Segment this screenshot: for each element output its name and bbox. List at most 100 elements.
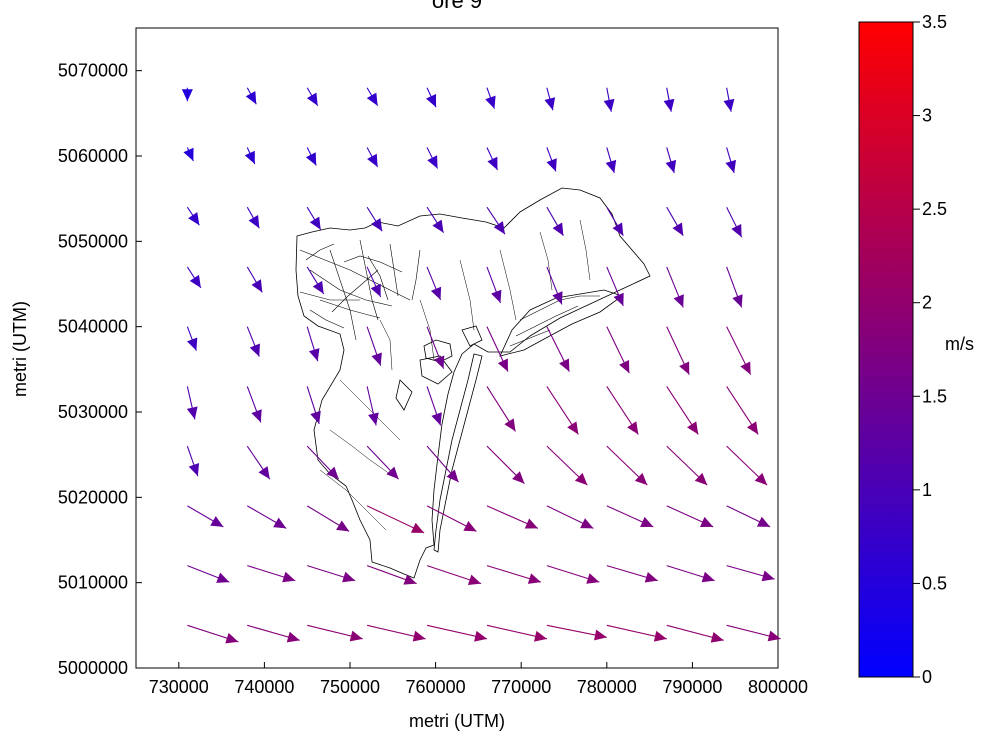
wind-arrow [666, 505, 714, 528]
wind-arrow [247, 565, 296, 583]
wind-arrow [666, 386, 699, 435]
wind-arrow [606, 386, 639, 435]
wind-arrow [307, 565, 356, 583]
wind-arrow [486, 445, 525, 485]
wind-arrow [245, 87, 257, 105]
wind-arrow [366, 147, 379, 168]
x-axis: 730000 740000 750000 760000 770000 780000 7900… [149, 662, 808, 697]
wind-arrow [366, 206, 383, 232]
x-tick-label: 800000 [748, 677, 808, 697]
wind-arrow [663, 87, 675, 112]
lagoon-islands [395, 325, 483, 411]
x-tick-label: 740000 [234, 677, 294, 697]
x-tick-label: 750000 [320, 677, 380, 697]
wind-arrow [247, 505, 287, 529]
wind-arrow [486, 147, 498, 171]
wind-arrow [306, 87, 319, 107]
wind-arrow [486, 624, 548, 642]
wind-arrow [186, 206, 200, 226]
wind-arrow [306, 266, 325, 295]
wind-arrow [546, 624, 607, 641]
wind-arrow [544, 87, 556, 111]
wind-arrow [546, 445, 588, 486]
coastal-strip [499, 289, 623, 357]
wind-arrow [306, 445, 340, 480]
y-tick-label: 5050000 [58, 231, 128, 251]
wind-vectors [181, 87, 781, 644]
wind-arrow [186, 386, 198, 420]
wind-arrow [186, 266, 202, 289]
wind-arrow [485, 87, 496, 109]
wind-arrow [186, 445, 200, 477]
wind-arrow [546, 386, 579, 435]
x-axis-label: metri (UTM) [409, 711, 505, 731]
y-axis-label: metri (UTM) [10, 301, 30, 397]
wind-arrow [305, 147, 317, 166]
map-base-layer [295, 187, 651, 579]
wind-arrow [181, 87, 193, 102]
wind-arrow [606, 505, 654, 528]
wind-arrow [606, 565, 658, 583]
colorbar-tick-label: 2.5 [922, 199, 947, 219]
province-boundary [295, 187, 651, 579]
colorbar-tick-label: 2 [922, 293, 932, 313]
wind-arrow [726, 386, 759, 435]
wind-arrow [725, 147, 737, 174]
wind-arrow [486, 266, 502, 304]
inland-boundaries [319, 219, 591, 531]
colorbar-label: m/s [945, 334, 974, 354]
wind-arrow [426, 445, 459, 483]
wind-arrow [426, 87, 437, 108]
y-tick-label: 5030000 [58, 402, 128, 422]
wind-arrow [726, 565, 775, 582]
wind-arrow [426, 147, 439, 169]
y-tick-label: 5060000 [58, 146, 128, 166]
wind-arrow [546, 505, 594, 529]
colorbar-tick-label: 0.5 [922, 573, 947, 593]
wind-arrow [366, 386, 379, 426]
wind-arrow [187, 565, 230, 583]
wind-arrow [665, 147, 677, 174]
wind-arrow [244, 147, 256, 165]
wind-arrow [366, 326, 382, 366]
wind-arrow [246, 445, 271, 480]
plot-frame [135, 27, 779, 669]
wind-arrow [366, 445, 400, 480]
wind-arrow [546, 326, 570, 372]
x-tick-label: 770000 [491, 677, 551, 697]
y-tick-label: 5000000 [58, 658, 128, 678]
colorbar [858, 21, 914, 678]
wind-arrow [426, 206, 445, 233]
wind-arrow [726, 624, 781, 642]
colorbar-tick-label: 1 [922, 480, 932, 500]
wind-arrow [306, 206, 322, 230]
wind-arrow [246, 386, 262, 423]
wind-arrow [187, 505, 224, 528]
wind-arrow [666, 266, 684, 308]
wind-arrow [606, 445, 648, 486]
wind-arrow [306, 386, 321, 425]
venice-island [423, 339, 453, 363]
wind-arrow [366, 624, 426, 642]
wind-arrow [426, 386, 442, 426]
wind-arrow [546, 147, 557, 172]
wind-arrow [603, 87, 615, 112]
x-tick-label: 730000 [149, 677, 209, 697]
wind-arrow [546, 565, 600, 584]
colorbar-tick-label: 0 [922, 667, 932, 687]
wind-arrow [366, 565, 417, 585]
wind-arrow [486, 565, 542, 584]
wind-arrow [426, 326, 445, 369]
wind-arrow [486, 386, 516, 432]
wind-arrow [666, 624, 724, 643]
wind-arrow [606, 266, 624, 307]
wind-arrow [726, 266, 743, 308]
chart-title: ore 9 [432, 0, 482, 13]
wind-arrow [366, 505, 425, 534]
colorbar-tick-label: 1.5 [922, 386, 947, 406]
wind-arrow [606, 206, 624, 236]
y-tick-label: 5040000 [58, 317, 128, 337]
wind-arrow [426, 624, 488, 642]
colorbar-tick-label: 3 [922, 106, 932, 126]
